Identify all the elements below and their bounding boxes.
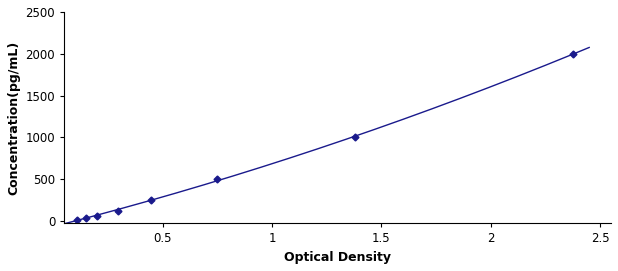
X-axis label: Optical Density: Optical Density xyxy=(284,251,391,264)
Y-axis label: Concentration(pg/mL): Concentration(pg/mL) xyxy=(7,41,20,195)
